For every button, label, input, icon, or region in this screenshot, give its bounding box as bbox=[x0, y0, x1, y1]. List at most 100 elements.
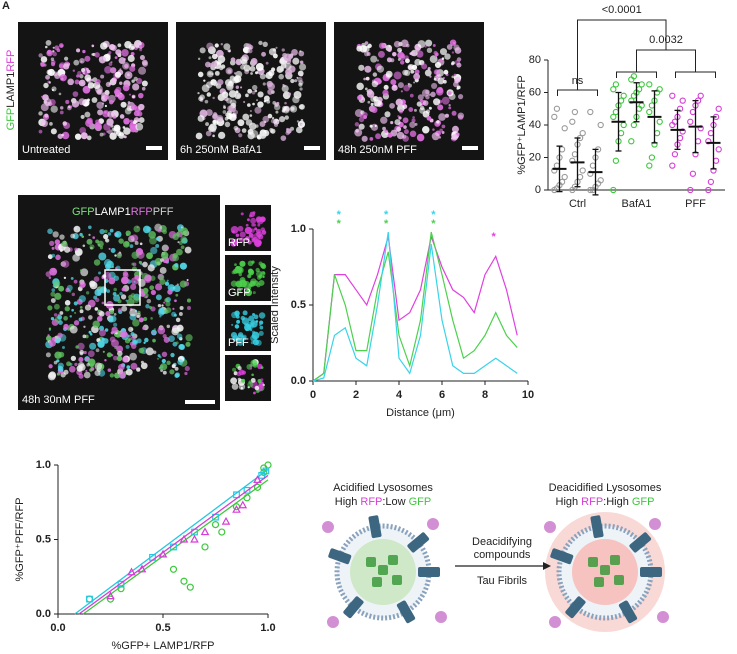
puncta bbox=[380, 116, 388, 124]
puncta bbox=[177, 241, 180, 244]
puncta bbox=[118, 238, 124, 244]
puncta bbox=[150, 289, 157, 296]
puncta bbox=[52, 231, 59, 238]
puncta bbox=[138, 347, 145, 354]
data-point bbox=[169, 565, 178, 573]
puncta bbox=[272, 48, 276, 52]
puncta bbox=[97, 240, 104, 248]
puncta bbox=[186, 306, 192, 311]
puncta bbox=[50, 57, 55, 61]
puncta bbox=[444, 53, 451, 60]
puncta bbox=[132, 120, 137, 125]
puncta bbox=[77, 361, 85, 369]
puncta bbox=[281, 85, 289, 93]
puncta bbox=[428, 106, 432, 110]
puncta bbox=[439, 128, 443, 133]
puncta bbox=[143, 275, 152, 284]
puncta bbox=[247, 274, 252, 279]
puncta bbox=[431, 132, 440, 141]
puncta bbox=[236, 319, 241, 324]
puncta bbox=[123, 135, 127, 139]
puncta bbox=[79, 281, 86, 289]
puncta bbox=[51, 288, 56, 292]
puncta bbox=[256, 99, 259, 102]
puncta bbox=[206, 42, 214, 50]
puncta bbox=[38, 53, 43, 58]
puncta bbox=[132, 319, 140, 327]
puncta bbox=[275, 46, 278, 49]
puncta bbox=[61, 346, 65, 349]
data-point bbox=[646, 162, 653, 169]
puncta bbox=[354, 122, 360, 127]
puncta bbox=[245, 223, 249, 227]
puncta bbox=[239, 276, 246, 283]
ratio-label: High RFP:High GFP bbox=[556, 496, 655, 508]
puncta bbox=[259, 320, 264, 325]
puncta bbox=[138, 317, 144, 323]
puncta bbox=[122, 272, 129, 279]
data-point bbox=[579, 167, 586, 174]
pump bbox=[640, 567, 662, 577]
puncta bbox=[286, 127, 289, 131]
puncta bbox=[252, 291, 256, 295]
puncta bbox=[132, 95, 135, 99]
puncta bbox=[161, 304, 164, 307]
puncta bbox=[232, 230, 235, 234]
puncta bbox=[43, 82, 49, 89]
data-point bbox=[180, 577, 188, 585]
data-point bbox=[676, 134, 684, 142]
puncta bbox=[55, 254, 61, 261]
puncta bbox=[255, 216, 262, 223]
x-tick-label: PFF bbox=[685, 198, 706, 210]
puncta bbox=[139, 54, 145, 61]
puncta bbox=[40, 103, 49, 112]
puncta bbox=[59, 110, 64, 115]
puncta bbox=[453, 44, 460, 51]
puncta bbox=[149, 285, 155, 291]
puncta bbox=[364, 41, 369, 45]
puncta bbox=[176, 248, 183, 256]
puncta bbox=[93, 276, 100, 282]
puncta bbox=[79, 269, 82, 272]
puncta bbox=[104, 328, 109, 332]
tau-fibril bbox=[549, 616, 561, 628]
puncta bbox=[211, 61, 218, 68]
puncta bbox=[237, 339, 244, 346]
puncta bbox=[430, 91, 436, 98]
y-axis-label: %GFP⁺PFF/RFP bbox=[14, 497, 26, 581]
puncta bbox=[300, 118, 304, 122]
puncta bbox=[299, 50, 302, 53]
puncta bbox=[372, 72, 378, 77]
data-point bbox=[587, 108, 594, 116]
puncta bbox=[78, 317, 83, 322]
puncta bbox=[400, 60, 405, 65]
puncta bbox=[117, 93, 125, 101]
puncta bbox=[142, 261, 148, 268]
puncta bbox=[122, 84, 130, 92]
puncta bbox=[100, 42, 108, 50]
puncta bbox=[393, 40, 401, 48]
puncta bbox=[393, 71, 402, 80]
puncta bbox=[251, 238, 256, 243]
puncta bbox=[391, 84, 398, 91]
puncta bbox=[398, 116, 402, 120]
data-point bbox=[127, 567, 136, 576]
puncta bbox=[435, 87, 444, 96]
pump bbox=[343, 596, 364, 619]
puncta bbox=[168, 335, 175, 343]
puncta bbox=[40, 62, 46, 67]
pump bbox=[565, 596, 586, 619]
puncta bbox=[432, 128, 435, 131]
puncta bbox=[110, 353, 114, 357]
puncta bbox=[104, 359, 107, 362]
puncta bbox=[130, 45, 135, 50]
data-point bbox=[689, 108, 697, 116]
puncta bbox=[382, 89, 389, 97]
puncta bbox=[238, 369, 245, 376]
data-point bbox=[190, 534, 199, 543]
micrograph bbox=[334, 22, 484, 160]
puncta bbox=[153, 328, 156, 331]
puncta bbox=[390, 58, 395, 63]
puncta bbox=[122, 126, 126, 129]
puncta bbox=[384, 129, 389, 134]
